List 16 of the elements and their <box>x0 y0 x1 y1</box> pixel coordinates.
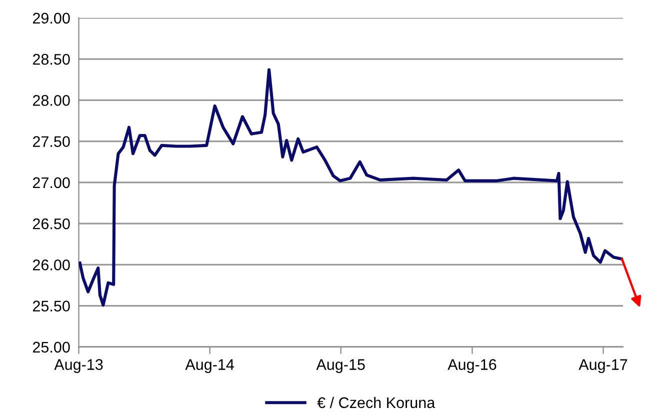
x-tick-label: Aug-17 <box>578 359 628 373</box>
y-tick-label: 28.50 <box>32 54 70 65</box>
x-tick-label: Aug-14 <box>185 359 234 373</box>
y-tick-label: 25.00 <box>32 342 70 353</box>
y-tick-label: 29.00 <box>32 12 70 24</box>
line-series <box>78 68 624 307</box>
legend-label: € / Czech Koruna <box>317 396 436 408</box>
x-tick-label: Aug-15 <box>316 359 365 373</box>
y-tick-label: 27.00 <box>32 177 70 188</box>
y-tick-label: 26.00 <box>32 260 70 270</box>
x-tick-label: Aug-13 <box>54 359 103 373</box>
y-tick-label: 28.00 <box>32 95 70 106</box>
y-tick-label: 26.50 <box>32 218 70 230</box>
y-tick-label: 25.50 <box>32 300 70 312</box>
y-tick-label: 27.50 <box>32 136 70 147</box>
x-tick-label: Aug-16 <box>448 359 496 373</box>
